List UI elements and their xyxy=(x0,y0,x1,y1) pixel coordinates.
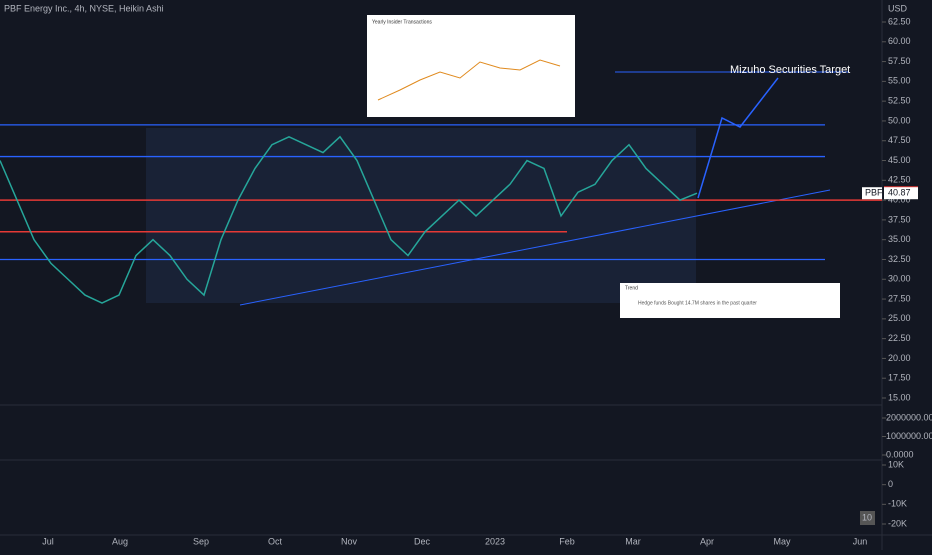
y-tick-label: 0 xyxy=(888,479,893,489)
y-tick-label: 22.50 xyxy=(888,333,911,343)
x-tick-label: May xyxy=(773,536,791,546)
projection-arrow xyxy=(697,77,779,199)
y-tick-label: 35.00 xyxy=(888,234,911,244)
y-tick-label: 32.50 xyxy=(888,254,911,264)
x-tick-label: Nov xyxy=(341,536,358,546)
y-tick-label: 20.00 xyxy=(888,353,911,363)
y-tick-label: 37.50 xyxy=(888,214,911,224)
y-tick-label: 0.0000 xyxy=(886,449,914,459)
x-tick-label: Sep xyxy=(193,536,209,546)
y-tick-label: 25.00 xyxy=(888,313,911,323)
y-tick-label: 27.50 xyxy=(888,293,911,303)
badge-text: 10 xyxy=(862,512,872,522)
y-tick-label: 10K xyxy=(888,459,904,469)
x-tick-label: Jul xyxy=(42,536,54,546)
y-tick-label: 15.00 xyxy=(888,392,911,402)
x-tick-label: 2023 xyxy=(485,536,505,546)
trend-title: Trend xyxy=(625,285,638,291)
x-tick-label: Oct xyxy=(268,536,283,546)
trend-panel xyxy=(620,283,840,318)
y-tick-label: 17.50 xyxy=(888,373,911,383)
y-tick-label: 45.00 xyxy=(888,155,911,165)
x-tick-label: Jun xyxy=(853,536,868,546)
inset-panel xyxy=(367,15,575,117)
trend-line xyxy=(239,189,831,306)
y-tick-label: 1000000.00 xyxy=(886,431,932,441)
trend-text: Hedge funds Bought 14.7M shares in the p… xyxy=(638,300,757,306)
y-tick-label: 62.50 xyxy=(888,16,911,26)
y-tick-label: 52.50 xyxy=(888,96,911,106)
badge xyxy=(860,511,875,525)
y-tick-label: 40.00 xyxy=(888,194,911,204)
symbol-tag xyxy=(862,187,882,200)
inset-title: Yearly Insider Transactions xyxy=(372,19,432,25)
inset-line xyxy=(377,59,561,101)
y-tick-label: 57.50 xyxy=(888,56,911,66)
y-tick-label: 42.50 xyxy=(888,175,911,185)
y-tick-label: 47.50 xyxy=(888,135,911,145)
price-tag-label: 40.87 xyxy=(888,188,911,198)
currency: USD xyxy=(888,3,908,13)
x-tick-label: Apr xyxy=(700,536,714,546)
y-tick-label: 60.00 xyxy=(888,36,911,46)
y-tick-label: -10K xyxy=(888,499,907,509)
y-tick-label: 2000000.00 xyxy=(886,412,932,422)
x-tick-label: Dec xyxy=(414,536,431,546)
x-tick-label: Aug xyxy=(112,536,128,546)
price-tag xyxy=(884,187,918,200)
y-tick-label: -20K xyxy=(888,518,907,528)
chart-title: PBF Energy Inc., 4h, NYSE, Heikin Ashi xyxy=(4,3,164,13)
price-line xyxy=(0,135,698,304)
symbol-label: PBF xyxy=(865,188,883,198)
x-tick-label: Feb xyxy=(559,536,575,546)
y-tick-label: 30.00 xyxy=(888,274,911,284)
y-tick-label: 50.00 xyxy=(888,115,911,125)
y-tick-label: 55.00 xyxy=(888,76,911,86)
range-box xyxy=(566,128,696,303)
x-tick-label: Mar xyxy=(625,536,641,546)
target-label: Mizuho Securities Target xyxy=(730,64,850,76)
